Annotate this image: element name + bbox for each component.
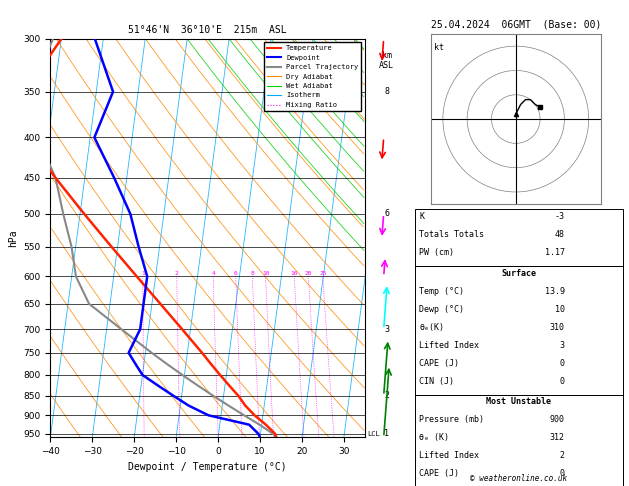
Text: Temp (°C): Temp (°C) [420,287,464,295]
Text: CAPE (J): CAPE (J) [420,359,459,367]
Text: 10: 10 [555,305,565,313]
Text: 1: 1 [384,429,389,438]
Text: Dewp (°C): Dewp (°C) [420,305,464,313]
Text: 6: 6 [234,271,238,277]
Text: 10: 10 [262,271,269,277]
Bar [415,209,623,266]
Text: 13.9: 13.9 [545,287,565,295]
Text: 312: 312 [550,434,565,442]
Text: 16: 16 [291,271,298,277]
Text: 8: 8 [250,271,254,277]
Text: 8: 8 [384,87,389,96]
Text: 3: 3 [384,325,389,334]
Text: CAPE (J): CAPE (J) [420,469,459,478]
Text: 3: 3 [560,341,565,349]
Text: -3: -3 [555,212,565,221]
Text: Lifted Index: Lifted Index [420,341,479,349]
Text: LCL: LCL [367,431,380,437]
Y-axis label: hPa: hPa [8,229,18,247]
Text: 2: 2 [384,391,389,400]
Text: 48: 48 [555,230,565,239]
Text: 4: 4 [211,271,215,277]
Text: Most Unstable: Most Unstable [486,398,552,406]
Text: 0: 0 [560,469,565,478]
Text: Totals Totals: Totals Totals [420,230,484,239]
Text: 310: 310 [550,323,565,331]
Text: θₑ (K): θₑ (K) [420,434,449,442]
Text: 0: 0 [560,359,565,367]
Text: Lifted Index: Lifted Index [420,451,479,460]
Text: K: K [420,212,425,221]
Text: PW (cm): PW (cm) [420,248,454,257]
Text: 2: 2 [175,271,179,277]
Text: 1: 1 [141,271,145,277]
Text: 1.17: 1.17 [545,248,565,257]
Text: Surface: Surface [501,269,537,278]
Text: 25.04.2024  06GMT  (Base: 00): 25.04.2024 06GMT (Base: 00) [431,19,601,30]
X-axis label: Dewpoint / Temperature (°C): Dewpoint / Temperature (°C) [128,462,287,472]
Title: 51°46'N  36°10'E  215m  ASL: 51°46'N 36°10'E 215m ASL [128,25,287,35]
Text: © weatheronline.co.uk: © weatheronline.co.uk [470,474,567,483]
Bar [415,395,623,486]
Text: θₑ(K): θₑ(K) [420,323,444,331]
Text: 6: 6 [384,209,389,218]
Legend: Temperature, Dewpoint, Parcel Trajectory, Dry Adiabat, Wet Adiabat, Isotherm, Mi: Temperature, Dewpoint, Parcel Trajectory… [264,42,361,111]
Text: Pressure (mb): Pressure (mb) [420,416,484,424]
Text: 900: 900 [550,416,565,424]
Text: CIN (J): CIN (J) [420,377,454,385]
Bar [415,266,623,395]
Text: km
ASL: km ASL [379,51,394,70]
Text: 25: 25 [319,271,326,277]
Text: 2: 2 [560,451,565,460]
Text: kt: kt [434,43,444,52]
Text: 0: 0 [560,377,565,385]
Text: 20: 20 [304,271,312,277]
